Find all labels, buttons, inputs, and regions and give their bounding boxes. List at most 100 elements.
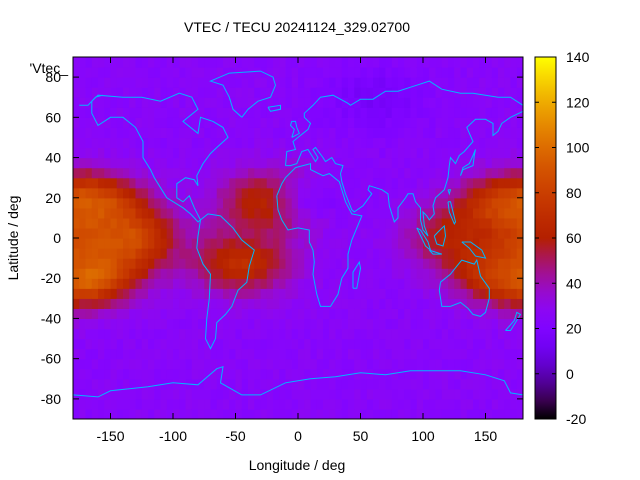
heatmap-cell: [354, 207, 362, 219]
heatmap-cell: [160, 147, 168, 159]
heatmap-cell: [366, 278, 374, 289]
heatmap-cell: [404, 358, 412, 370]
heatmap-cell: [298, 227, 305, 239]
heatmap-cell: [279, 268, 287, 279]
heatmap-cell: [216, 288, 224, 299]
heatmap-cell: [510, 207, 518, 219]
heatmap-cell: [110, 167, 118, 179]
heatmap-cell: [348, 137, 355, 149]
heatmap-cell: [216, 87, 224, 98]
colorbar-tick-label: 100: [566, 140, 590, 156]
heatmap-cell: [198, 67, 205, 78]
heatmap-cell: [460, 358, 468, 370]
heatmap-cell: [479, 227, 487, 239]
heatmap-cell: [223, 107, 230, 118]
heatmap-cell: [198, 217, 205, 229]
heatmap-cell: [79, 298, 87, 309]
heatmap-cell: [504, 358, 512, 370]
heatmap-cell: [110, 288, 118, 299]
heatmap-cell: [448, 107, 455, 118]
heatmap-cell: [310, 398, 318, 410]
heatmap-cell: [91, 187, 99, 199]
heatmap-cell: [341, 288, 349, 299]
heatmap-cell: [410, 318, 418, 330]
heatmap-cell: [429, 117, 437, 128]
heatmap-cell: [204, 107, 212, 118]
heatmap-cell: [266, 278, 274, 289]
heatmap-cell: [223, 378, 230, 390]
heatmap-cell: [216, 298, 224, 309]
heatmap-cell: [298, 288, 305, 299]
heatmap-cell: [379, 217, 387, 229]
heatmap-cell: [223, 177, 230, 189]
heatmap-cell: [335, 217, 343, 229]
heatmap-cell: [391, 338, 399, 350]
heatmap-cell: [110, 318, 118, 330]
heatmap-cell: [373, 318, 380, 330]
heatmap-cell: [85, 107, 93, 118]
heatmap-cell: [373, 107, 380, 118]
heatmap-cell: [316, 318, 324, 330]
heatmap-cell: [285, 167, 293, 179]
heatmap-cell: [504, 298, 512, 309]
heatmap-cell: [516, 87, 523, 98]
heatmap-cell: [73, 258, 80, 269]
heatmap-cell: [341, 107, 349, 118]
heatmap-cell: [391, 227, 399, 239]
heatmap-cell: [479, 147, 487, 159]
heatmap-cell: [491, 258, 499, 269]
heatmap-cell: [323, 398, 330, 410]
heatmap-cell: [360, 107, 368, 118]
heatmap-cell: [454, 57, 462, 68]
heatmap-cell: [516, 258, 523, 269]
heatmap-cell: [448, 157, 455, 169]
heatmap-cell: [191, 197, 199, 209]
heatmap-cell: [448, 358, 455, 370]
heatmap-cell: [473, 288, 480, 299]
heatmap-cell: [191, 248, 199, 259]
heatmap-cell: [148, 227, 155, 239]
heatmap-cell: [185, 388, 193, 400]
heatmap-cell: [123, 238, 130, 249]
heatmap-cell: [241, 308, 249, 320]
heatmap-cell: [491, 328, 499, 340]
heatmap-cell: [485, 388, 493, 400]
heatmap-cell: [435, 197, 443, 209]
heatmap-cell: [248, 388, 255, 400]
heatmap-cell: [416, 338, 424, 350]
heatmap-cell: [485, 137, 493, 149]
heatmap-cell: [104, 107, 112, 118]
heatmap-cell: [298, 97, 305, 108]
heatmap-cell: [135, 308, 143, 320]
heatmap-cell: [429, 177, 437, 189]
heatmap-cell: [473, 408, 480, 419]
heatmap-cell: [223, 187, 230, 199]
heatmap-cell: [260, 368, 268, 380]
heatmap-cell: [335, 368, 343, 380]
heatmap-cell: [335, 187, 343, 199]
heatmap-cell: [273, 248, 280, 259]
heatmap-cell: [116, 308, 124, 320]
heatmap-cell: [404, 87, 412, 98]
heatmap-cell: [416, 77, 424, 88]
heatmap-cell: [373, 278, 380, 289]
heatmap-cell: [404, 137, 412, 149]
heatmap-cell: [260, 288, 268, 299]
heatmap-cell: [385, 348, 393, 360]
heatmap-cell: [504, 258, 512, 269]
heatmap-cell: [285, 157, 293, 169]
heatmap-cell: [210, 238, 218, 249]
heatmap-cell: [129, 318, 137, 330]
heatmap-cell: [166, 318, 174, 330]
heatmap-cell: [285, 278, 293, 289]
heatmap-cell: [373, 288, 380, 299]
heatmap-cell: [91, 248, 99, 259]
heatmap-cell: [460, 328, 468, 340]
heatmap-cell: [410, 348, 418, 360]
heatmap-cell: [129, 157, 137, 169]
heatmap-cell: [448, 97, 455, 108]
heatmap-cell: [348, 378, 355, 390]
heatmap-cell: [460, 117, 468, 128]
heatmap-cell: [110, 278, 118, 289]
heatmap-cell: [410, 77, 418, 88]
